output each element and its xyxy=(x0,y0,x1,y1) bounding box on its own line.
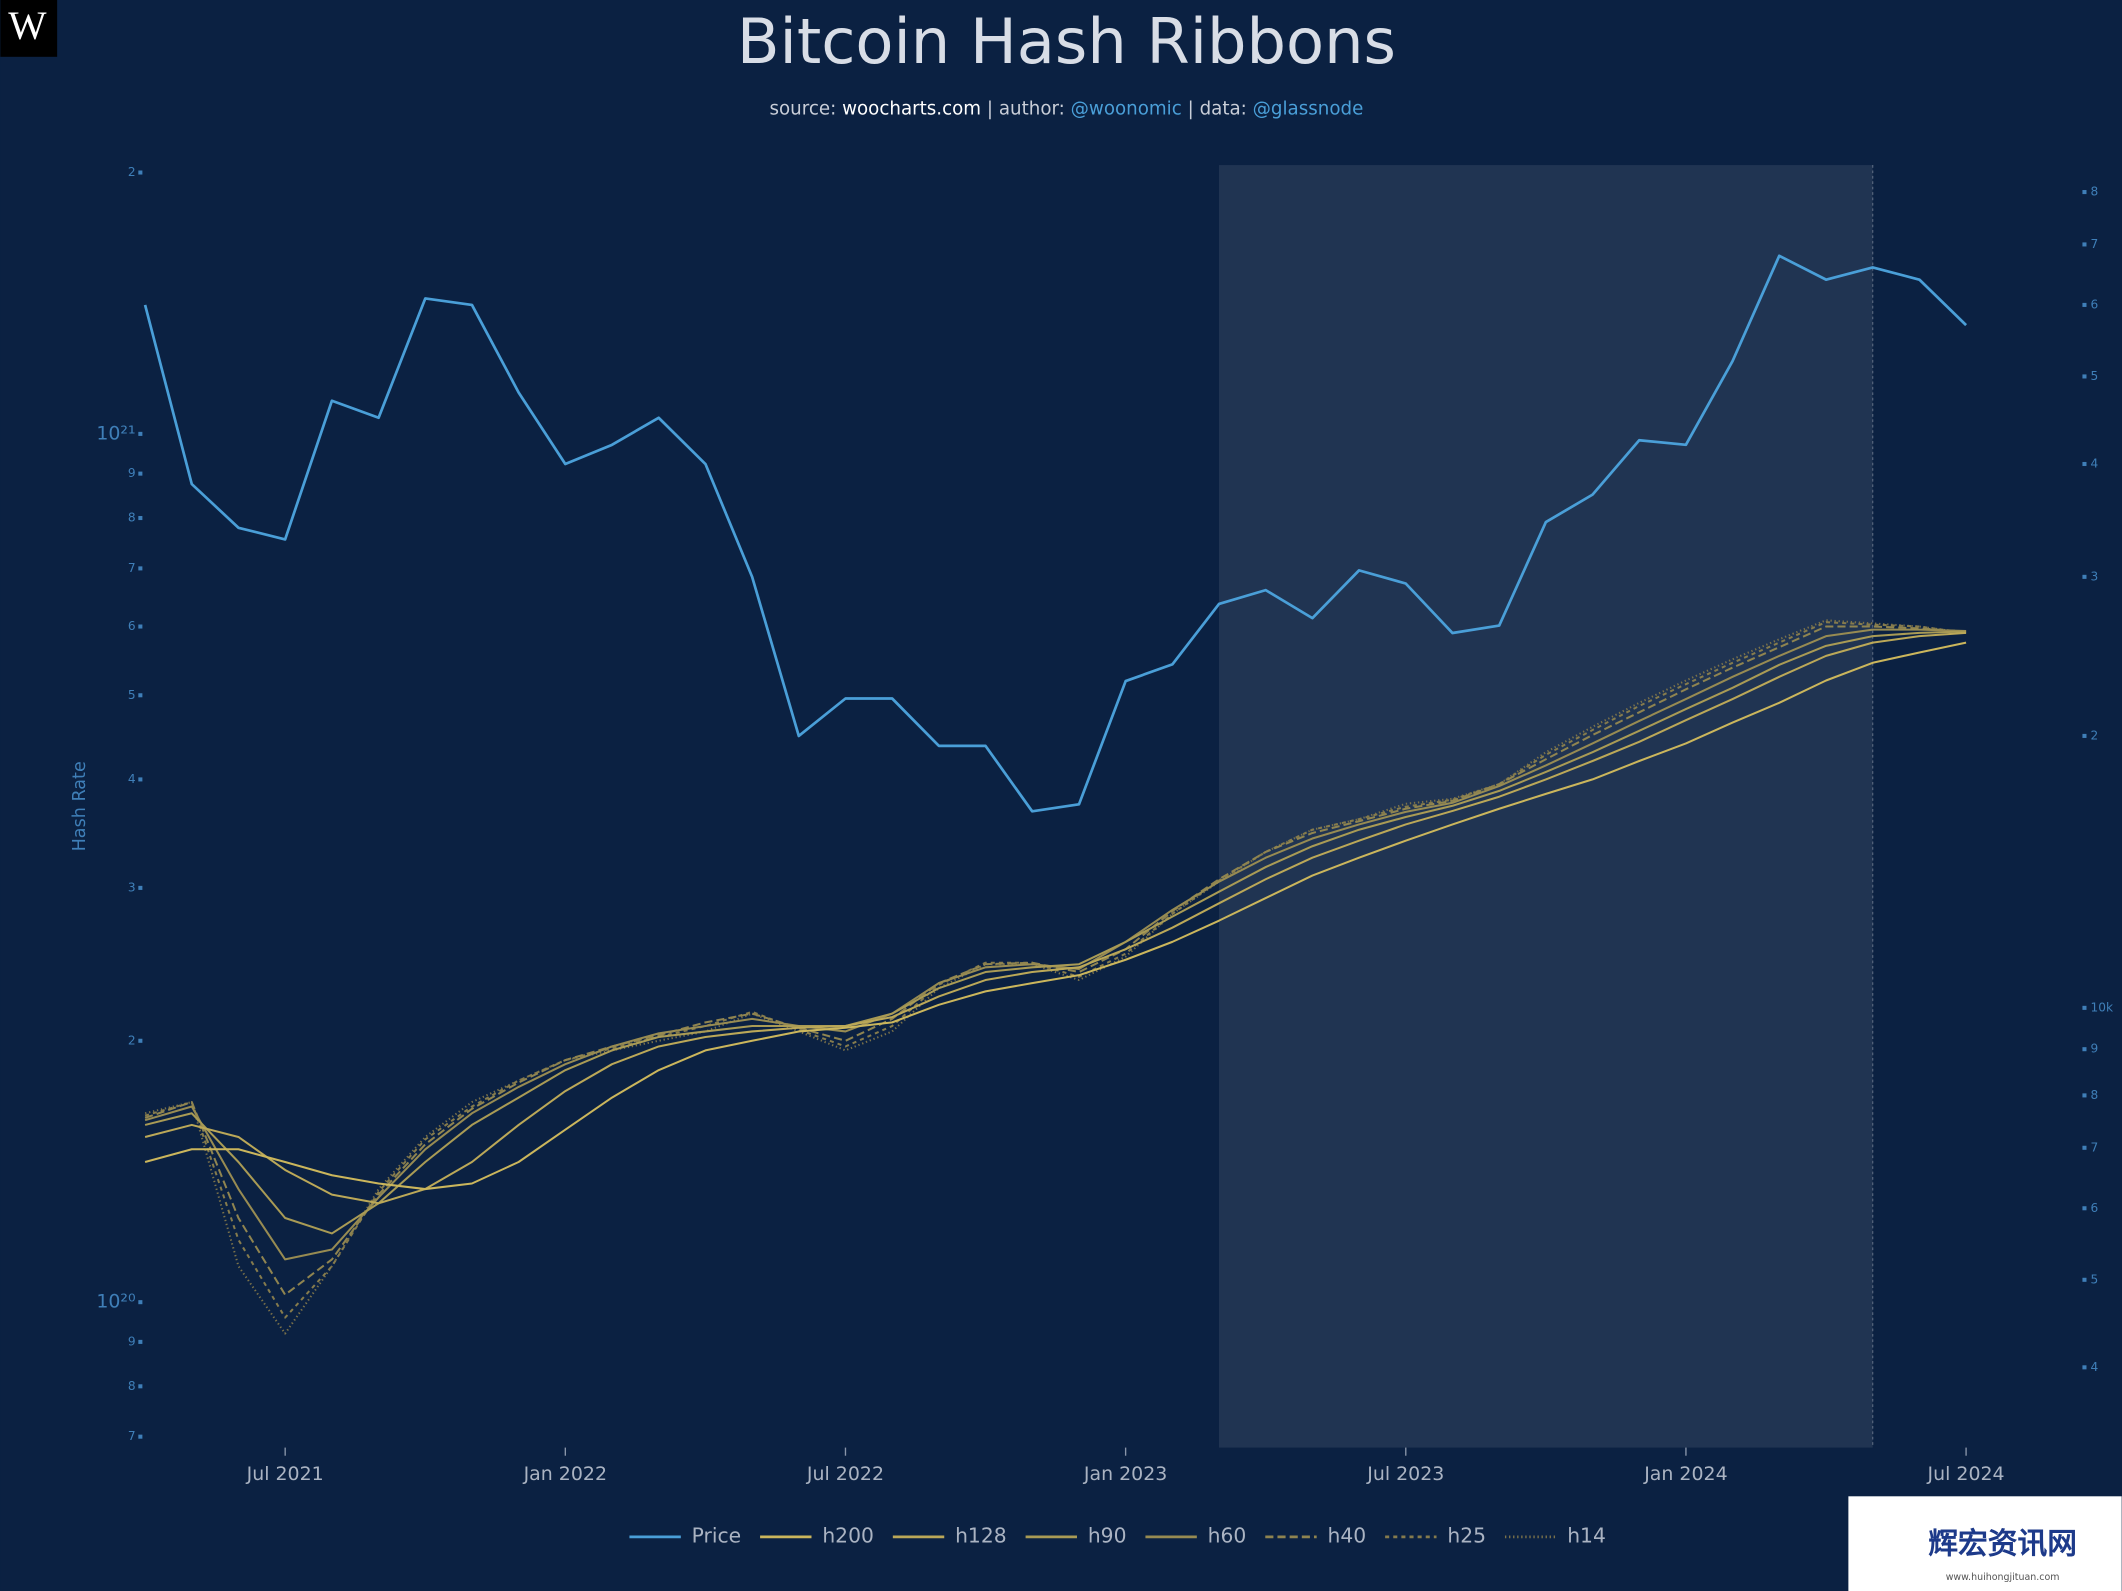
y2-tick-label: 3 xyxy=(2091,569,2099,583)
y2-tick-label: 4 xyxy=(2091,456,2099,470)
y-tick-label: 4 xyxy=(128,772,136,786)
legend-label: h128 xyxy=(955,1523,1007,1547)
x-tick-label: Jul 2024 xyxy=(1927,1463,2005,1485)
subtitle-author[interactable]: @woonomic xyxy=(1071,99,1182,120)
y2-tick-label: 5 xyxy=(2091,369,2099,383)
chart-title: Bitcoin Hash Ribbons xyxy=(737,5,1396,78)
legend-label: h25 xyxy=(1447,1523,1486,1547)
y2-tick-mark xyxy=(2082,374,2087,379)
x-tick-label: Jul 2021 xyxy=(246,1463,324,1485)
y2-tick-label: 6 xyxy=(2091,1201,2099,1215)
logo-box xyxy=(0,0,58,57)
watermark-name: 辉宏资讯网 xyxy=(1928,1527,2077,1562)
y-tick-label: 7 xyxy=(128,561,136,575)
y2-tick-mark xyxy=(2082,1047,2087,1052)
y2-tick-mark xyxy=(2082,302,2087,307)
x-tick-label: Jan 2024 xyxy=(1643,1463,1727,1485)
y-tick-mark xyxy=(138,566,143,571)
subtitle-text: source: xyxy=(770,99,837,120)
y2-tick-mark xyxy=(2082,461,2087,467)
y-tick-label: 6 xyxy=(128,619,136,633)
chart-subtitle: source: woocharts.com | author: @woonomi… xyxy=(770,99,1364,120)
subtitle-text: data: xyxy=(1200,99,1247,120)
y2-tick-mark xyxy=(2082,1277,2087,1282)
y-tick-mark xyxy=(138,471,143,476)
subtitle-separator: | xyxy=(987,99,993,120)
series-line xyxy=(144,619,1967,1335)
y-tick-label: 10²¹ xyxy=(96,422,135,444)
y-tick-label: 5 xyxy=(128,688,136,702)
series-line xyxy=(144,641,1967,1191)
subtitle-data[interactable]: @glassnode xyxy=(1253,99,1364,120)
x-tick-label: Jan 2022 xyxy=(523,1463,607,1485)
y-tick-mark xyxy=(138,170,143,175)
y-tick-mark xyxy=(138,516,143,521)
y-tick-label: 2 xyxy=(128,1033,136,1047)
x-tick-label: Jul 2022 xyxy=(806,1463,884,1485)
y2-tick-mark xyxy=(2082,242,2087,247)
y-tick-mark xyxy=(138,1384,143,1389)
y-tick-label: 7 xyxy=(128,1429,136,1443)
y-tick-label: 8 xyxy=(128,511,136,525)
y2-tick-label: 6 xyxy=(2091,297,2099,311)
watermark-url: www.huihongjituan.com xyxy=(1946,1572,2060,1583)
x-tick-label: Jan 2023 xyxy=(1083,1463,1167,1485)
y-tick-label: 3 xyxy=(128,880,136,894)
y2-tick-label: 8 xyxy=(2091,185,2099,199)
y2-tick-label: 7 xyxy=(2091,237,2099,251)
y2-tick-label: 9 xyxy=(2091,1042,2099,1056)
y-tick-mark xyxy=(138,777,143,782)
series-line xyxy=(144,631,1967,1205)
subtitle-separator: | xyxy=(1188,99,1194,120)
y2-tick-mark xyxy=(2082,190,2087,195)
y-tick-mark xyxy=(138,693,143,698)
y2-tick-label: 8 xyxy=(2091,1088,2099,1102)
y-axis-title: Hash Rate xyxy=(70,761,90,851)
y2-tick-mark xyxy=(2082,1145,2087,1150)
legend-label: h40 xyxy=(1328,1523,1367,1547)
subtitle-source: woocharts.com xyxy=(842,99,981,120)
subtitle-text: author: xyxy=(999,99,1065,120)
legend-label: h14 xyxy=(1567,1523,1606,1547)
highlight-region xyxy=(1219,165,1873,1448)
legend-label: h60 xyxy=(1208,1523,1247,1547)
series-line xyxy=(144,625,1967,1296)
y2-tick-label: 2 xyxy=(2091,728,2099,742)
y2-tick-label: 10k xyxy=(2091,1000,2114,1014)
y-tick-mark xyxy=(138,1434,143,1439)
y2-tick-mark xyxy=(2082,1005,2087,1010)
legend-label: Price xyxy=(692,1523,741,1547)
y2-tick-mark xyxy=(2082,1093,2087,1098)
y-tick-label: 2 xyxy=(128,165,136,179)
y-tick-label: 8 xyxy=(128,1379,136,1393)
y2-tick-mark xyxy=(2082,733,2087,738)
y-tick-mark xyxy=(138,431,143,436)
y2-tick-label: 5 xyxy=(2091,1272,2099,1286)
logo: W xyxy=(8,3,47,48)
y-tick-label: 9 xyxy=(128,1334,136,1348)
series-line xyxy=(144,630,1967,1235)
legend-label: h200 xyxy=(822,1523,874,1547)
legend-label: h90 xyxy=(1088,1523,1127,1547)
y2-tick-mark xyxy=(2082,1206,2087,1211)
y2-tick-label: 7 xyxy=(2091,1140,2099,1154)
y-tick-label: 9 xyxy=(128,466,136,480)
watermark-box xyxy=(1848,1496,2122,1591)
y-tick-mark xyxy=(138,624,143,629)
y-tick-mark xyxy=(138,885,143,890)
y2-tick-mark xyxy=(2082,574,2087,579)
plot-area: 7 8 9 10²⁰ 2 3 4 5 6 7 8 9 10²¹ 2 4 5 6 7 8 9 10k 2 3 4 5 6 7 8 Jul … xyxy=(96,165,2113,1547)
y2-tick-mark xyxy=(2082,1365,2087,1370)
x-tick-label: Jul 2023 xyxy=(1366,1463,1444,1485)
y2-tick-label: 4 xyxy=(2091,1360,2099,1374)
y-tick-label: 10²⁰ xyxy=(96,1291,135,1313)
y-tick-mark xyxy=(138,1339,143,1344)
y-tick-mark xyxy=(138,1300,143,1305)
series-line xyxy=(143,254,1968,813)
y-tick-mark xyxy=(138,1038,143,1043)
